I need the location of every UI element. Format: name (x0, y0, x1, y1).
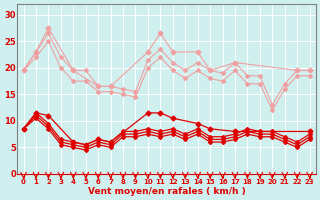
X-axis label: Vent moyen/en rafales ( km/h ): Vent moyen/en rafales ( km/h ) (88, 187, 245, 196)
